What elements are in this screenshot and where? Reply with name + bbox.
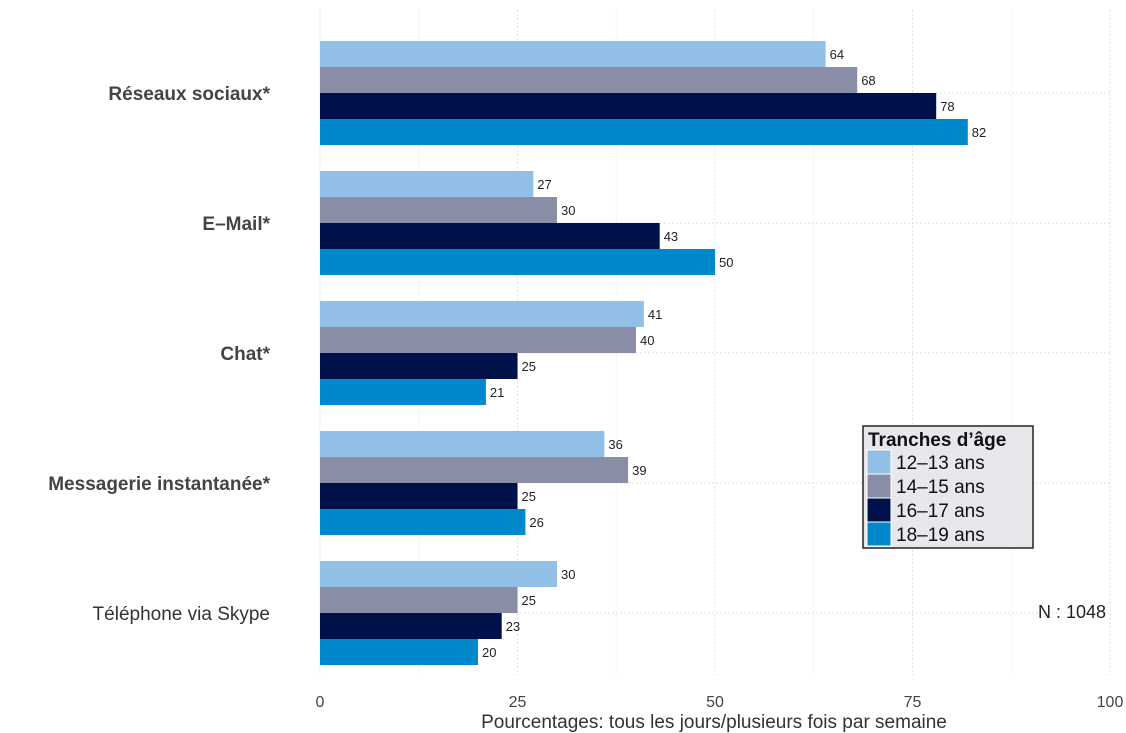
category-labels: Réseaux sociaux* E–Mail* Chat* Messagerie i…	[48, 84, 270, 625]
category-label: Réseaux sociaux*	[108, 84, 270, 105]
data-label: 20	[482, 645, 496, 660]
bars	[320, 41, 968, 665]
data-label: 26	[529, 515, 543, 530]
bar	[320, 483, 518, 509]
bar	[320, 457, 629, 483]
data-label: 36	[608, 437, 622, 452]
bar	[320, 327, 636, 353]
legend-entry: 12–13 ans	[896, 453, 985, 474]
bar	[320, 587, 518, 613]
category-label: Téléphone via Skype	[93, 604, 270, 625]
data-label: 30	[561, 203, 575, 218]
x-tick-label: 25	[509, 694, 527, 711]
bar	[320, 223, 660, 249]
bar	[320, 301, 644, 327]
legend-swatch	[866, 449, 892, 475]
data-label: 43	[664, 229, 678, 244]
data-label: 68	[861, 73, 875, 88]
bar	[320, 171, 534, 197]
data-label: 25	[522, 359, 536, 374]
data-label: 64	[830, 47, 844, 62]
category-label: E–Mail*	[202, 214, 270, 235]
bar	[320, 639, 478, 665]
category-label: Messagerie instantanée*	[48, 474, 270, 495]
bar	[320, 353, 518, 379]
bar	[320, 67, 858, 93]
legend-swatch	[866, 473, 892, 499]
bar	[320, 197, 557, 223]
bar	[320, 509, 526, 535]
data-label: 39	[632, 463, 646, 478]
legend: Tranches d’âge 12–13 ans 14–15 ans 16–17 a…	[862, 425, 1034, 549]
data-label: 82	[972, 125, 986, 140]
legend-entry: 16–17 ans	[896, 501, 985, 522]
x-tick-labels: 0 25 50 75 100	[316, 694, 1124, 711]
bar	[320, 41, 826, 67]
legend-entry: 14–15 ans	[896, 477, 985, 498]
bar	[320, 613, 502, 639]
data-label: 27	[537, 177, 551, 192]
legend-swatch	[866, 521, 892, 547]
data-label: 25	[522, 489, 536, 504]
data-label: 41	[648, 307, 662, 322]
data-label: 21	[490, 385, 504, 400]
x-tick-label: 75	[904, 694, 922, 711]
bar	[320, 379, 486, 405]
x-tick-label: 100	[1097, 694, 1124, 711]
data-label: 30	[561, 567, 575, 582]
bar	[320, 561, 557, 587]
sample-size-annotation: N : 1048	[1038, 602, 1106, 622]
bar	[320, 119, 968, 145]
data-label: 25	[522, 593, 536, 608]
x-tick-label: 0	[316, 694, 325, 711]
bar	[320, 249, 715, 275]
data-label: 78	[940, 99, 954, 114]
legend-title: Tranches d’âge	[868, 430, 1006, 451]
x-axis-label: Pourcentages: tous les jours/plusieurs f…	[481, 712, 947, 733]
legend-swatch	[866, 497, 892, 523]
data-label: 23	[506, 619, 520, 634]
data-label: 50	[719, 255, 733, 270]
bar	[320, 93, 937, 119]
x-tick-label: 50	[706, 694, 724, 711]
data-label: 40	[640, 333, 654, 348]
legend-entry: 18–19 ans	[896, 525, 985, 546]
bar	[320, 431, 605, 457]
category-label: Chat*	[220, 344, 270, 365]
legend-items: 12–13 ans 14–15 ans 16–17 ans 18–19 ans	[866, 449, 985, 547]
